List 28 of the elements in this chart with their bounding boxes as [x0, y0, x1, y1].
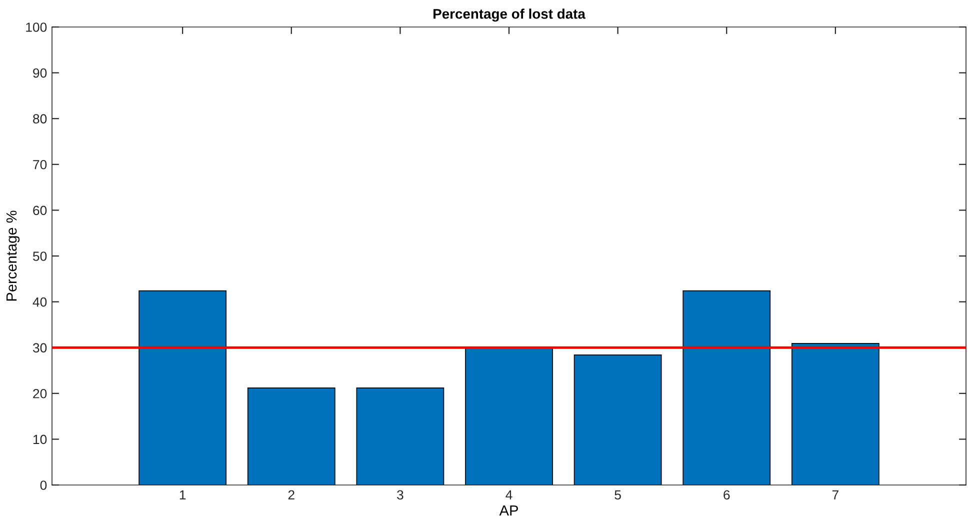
bar: [247, 387, 336, 485]
x-tick-label: 4: [506, 490, 512, 500]
y-tick-label: 30: [32, 343, 47, 353]
bar: [138, 290, 227, 485]
y-tick-label: 60: [33, 206, 47, 216]
bar: [574, 354, 662, 485]
x-tick-label: 5: [614, 490, 621, 500]
x-axis-title: AP: [499, 505, 518, 516]
x-tick-label: 1: [180, 490, 186, 500]
bar: [682, 290, 771, 485]
y-tick-label: 10: [33, 434, 47, 444]
y-tick-label: 80: [33, 114, 47, 124]
bar: [356, 387, 444, 485]
y-tick-label: 0: [40, 480, 47, 490]
x-tick-label: 7: [832, 490, 838, 500]
y-tick-label: 100: [26, 22, 47, 32]
bar: [791, 343, 880, 485]
y-tick-label: 20: [33, 388, 47, 398]
y-tick-label: 50: [32, 252, 47, 261]
y-tick-label: 40: [32, 297, 47, 307]
x-tick-label: 3: [397, 490, 404, 500]
y-tick-label: 90: [33, 68, 47, 78]
y-tick-label: 70: [33, 160, 47, 170]
chart-title: Percentage of lost data: [434, 8, 586, 22]
x-tick-label: 6: [724, 490, 730, 500]
x-tick-label: 2: [288, 490, 294, 500]
bar: [465, 346, 553, 485]
y-axis-title: Percentage %: [6, 210, 20, 301]
